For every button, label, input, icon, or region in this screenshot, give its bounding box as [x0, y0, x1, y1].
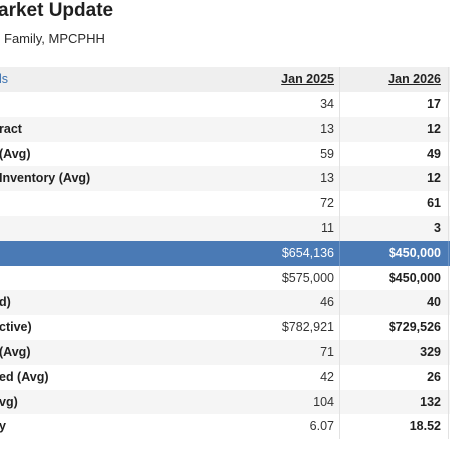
row-label: ctive)	[0, 320, 32, 335]
row-label: vg)	[0, 394, 18, 409]
cell-jan-2025: 11	[321, 220, 334, 235]
row-label: ract	[0, 121, 22, 136]
table-row-highlighted[interactable]: $654,136 $450,000	[0, 240, 450, 266]
page-title: arket Update	[0, 0, 114, 21]
table-row: vg) 104 132	[0, 389, 450, 415]
row-label: ed (Avg)	[0, 369, 49, 384]
row-label: d)	[0, 295, 11, 310]
table-row: 11 3	[0, 215, 450, 241]
row-label: y	[0, 419, 6, 434]
cell-jan-2026: 12	[427, 121, 441, 136]
table-row: 72 61	[0, 191, 450, 216]
cell-jan-2025: 34	[320, 97, 334, 111]
cell-jan-2026: 17	[427, 97, 441, 111]
table-row: ed (Avg) 42 26	[0, 364, 450, 390]
cell-jan-2025: $782,921	[281, 320, 334, 335]
cell-jan-2026: 3	[434, 220, 441, 235]
table-row: (Avg) 71 329	[0, 339, 450, 365]
cell-jan-2026: 12	[427, 171, 441, 186]
cell-jan-2025: 13	[320, 171, 334, 186]
row-label: Inventory (Avg)	[0, 171, 91, 186]
cell-jan-2026: 26	[427, 369, 441, 384]
column-header-jan-2025[interactable]: Jan 2025	[281, 72, 334, 86]
table-row: ract 13 12	[0, 116, 450, 142]
cell-jan-2025: 59	[320, 146, 334, 161]
header-link[interactable]: ls	[0, 72, 9, 86]
cell-jan-2026: $450,000	[388, 270, 441, 285]
table-row: (Avg) 59 49	[0, 141, 450, 167]
market-stats-table: ls Jan 2025 Jan 2026 34 17 ract 13 12 (A…	[0, 67, 450, 440]
cell-jan-2026: 132	[420, 394, 441, 409]
cell-jan-2026: 40	[427, 295, 441, 310]
cell-jan-2025: 72	[320, 196, 334, 211]
cell-jan-2026: 18.52	[409, 419, 441, 434]
cell-jan-2025: 42	[320, 369, 334, 384]
cell-jan-2026: 329	[420, 344, 441, 359]
row-label: (Avg)	[0, 146, 31, 161]
table-row: 34 17	[0, 92, 450, 117]
row-label: (Avg)	[0, 344, 31, 359]
cell-jan-2025: $654,136	[281, 245, 334, 260]
cell-jan-2025: 13	[320, 121, 334, 136]
column-header-jan-2026[interactable]: Jan 2026	[388, 72, 441, 86]
table-row: ctive) $782,921 $729,526	[0, 315, 450, 340]
cell-jan-2026: 61	[427, 196, 441, 211]
cell-jan-2025: 6.07	[309, 419, 334, 434]
cell-jan-2025: $575,000	[281, 270, 334, 285]
table-row: Inventory (Avg) 13 12	[0, 166, 450, 192]
cell-jan-2026: $450,000	[388, 245, 441, 260]
cell-jan-2025: 71	[320, 344, 334, 359]
page-subtitle: Family, MPCPHH	[4, 31, 105, 46]
table-header-row: ls Jan 2025 Jan 2026	[0, 67, 450, 92]
table-row: $575,000 $450,000	[0, 265, 450, 291]
cell-jan-2025: 104	[313, 394, 334, 409]
table-row: d) 46 40	[0, 290, 450, 316]
cell-jan-2026: $729,526	[388, 320, 441, 335]
cell-jan-2026: 49	[427, 146, 441, 161]
cell-jan-2025: 46	[320, 295, 334, 310]
table-row: y 6.07 18.52	[0, 414, 450, 440]
